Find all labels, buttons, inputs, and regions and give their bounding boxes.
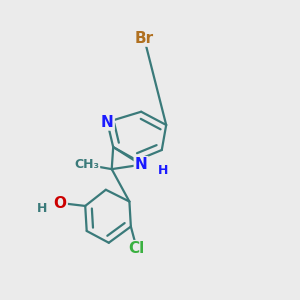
- Text: N: N: [135, 157, 148, 172]
- Text: H: H: [158, 164, 168, 177]
- Text: CH₃: CH₃: [74, 158, 99, 171]
- Text: H: H: [37, 202, 48, 215]
- Text: Cl: Cl: [129, 241, 145, 256]
- Text: N: N: [101, 115, 114, 130]
- Text: O: O: [54, 196, 67, 211]
- Text: Br: Br: [134, 31, 154, 46]
